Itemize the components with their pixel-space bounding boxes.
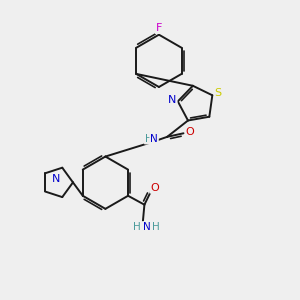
Text: N: N xyxy=(150,134,158,144)
Text: N: N xyxy=(52,174,60,184)
Text: H: H xyxy=(133,222,141,232)
Text: H: H xyxy=(145,134,153,144)
Text: O: O xyxy=(186,127,194,137)
Text: F: F xyxy=(156,23,162,33)
Text: H: H xyxy=(152,222,159,232)
Text: S: S xyxy=(215,88,222,98)
Text: N: N xyxy=(168,95,177,105)
Text: N: N xyxy=(142,222,150,232)
Text: O: O xyxy=(150,183,159,193)
